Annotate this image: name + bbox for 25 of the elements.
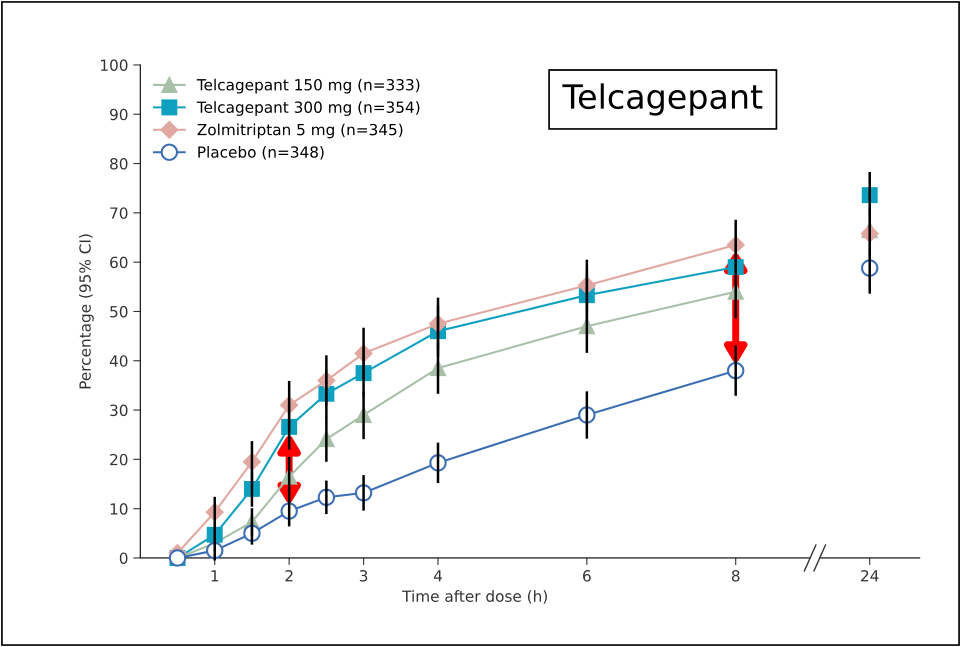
y-tick-label: 40	[110, 355, 128, 367]
annotation: Telcagepant	[562, 83, 762, 116]
y-tick-label: 70	[110, 207, 128, 219]
legend-label: Telcagepant 150 mg (n=333)	[196, 78, 420, 94]
x-axis-title: Time after dose (h)	[402, 590, 547, 604]
x-tick-label: 2	[285, 570, 292, 582]
y-tick-label: 50	[110, 306, 128, 318]
y-axis-title: Percentage (95% CI)	[79, 234, 94, 388]
y-tick-label: 20	[110, 454, 128, 466]
y-tick-label: 0	[120, 552, 128, 564]
x-tick-label: 1	[212, 570, 218, 582]
x-tick-label: 24	[861, 570, 879, 582]
y-tick-label: 80	[110, 158, 128, 170]
x-tick-label: 8	[732, 570, 740, 582]
y-tick-label: 30	[110, 404, 128, 416]
y-tick-label: 60	[110, 256, 128, 268]
y-tick-label: 100	[101, 59, 128, 71]
x-tick-label: 3	[360, 570, 368, 582]
x-tick-label: 4	[434, 570, 442, 582]
y-tick-label: 10	[110, 503, 128, 515]
y-tick-label: 90	[110, 108, 128, 120]
legend-label: Zolmitriptan 5 mg (n=345)	[198, 124, 402, 138]
legend-label: Placebo (n=348)	[198, 146, 324, 160]
legend-label: Telcagepant 300 mg (n=354)	[196, 101, 420, 116]
x-tick-label: 6	[583, 570, 591, 582]
